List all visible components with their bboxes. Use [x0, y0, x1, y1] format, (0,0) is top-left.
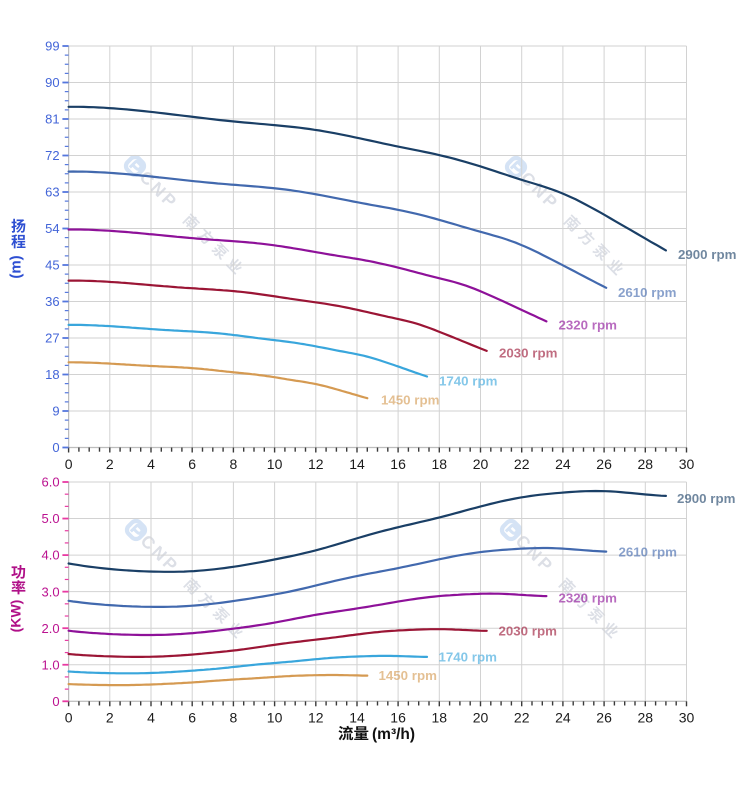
- svg-text:1.0: 1.0: [42, 657, 60, 672]
- svg-text:2320 rpm: 2320 rpm: [559, 591, 617, 606]
- svg-text:30: 30: [679, 456, 695, 472]
- svg-text:2610 rpm: 2610 rpm: [618, 285, 676, 300]
- svg-text:2: 2: [106, 710, 114, 726]
- svg-text:2: 2: [106, 456, 114, 472]
- svg-text:3.0: 3.0: [42, 584, 60, 599]
- svg-text:45: 45: [45, 258, 59, 273]
- svg-text:9: 9: [52, 404, 59, 419]
- svg-text:8: 8: [230, 710, 238, 726]
- svg-text:81: 81: [45, 112, 59, 127]
- svg-text:28: 28: [638, 456, 654, 472]
- svg-text:6: 6: [188, 456, 196, 472]
- svg-text:16: 16: [390, 456, 406, 472]
- svg-text:2.0: 2.0: [42, 621, 60, 636]
- svg-text:0: 0: [52, 440, 59, 455]
- svg-text:0: 0: [65, 710, 73, 726]
- svg-text:5.0: 5.0: [42, 511, 60, 526]
- svg-text:4.0: 4.0: [42, 548, 60, 563]
- svg-text:0: 0: [52, 694, 59, 709]
- svg-text:2900 rpm: 2900 rpm: [677, 491, 735, 506]
- svg-text:1740 rpm: 1740 rpm: [439, 374, 497, 389]
- svg-text:90: 90: [45, 75, 59, 90]
- svg-text:14: 14: [349, 710, 365, 726]
- svg-text:2320 rpm: 2320 rpm: [559, 318, 617, 333]
- svg-text:0: 0: [65, 456, 73, 472]
- svg-text:20: 20: [473, 456, 489, 472]
- svg-text:1450 rpm: 1450 rpm: [379, 668, 437, 683]
- svg-text:16: 16: [390, 710, 406, 726]
- svg-text:14: 14: [349, 456, 365, 472]
- svg-text:2030 rpm: 2030 rpm: [499, 624, 557, 639]
- svg-text:12: 12: [308, 456, 324, 472]
- svg-text:20: 20: [473, 710, 489, 726]
- svg-text:(KW): (KW): [8, 600, 24, 633]
- svg-text:36: 36: [45, 294, 59, 309]
- svg-text:6: 6: [188, 710, 196, 726]
- svg-text:26: 26: [596, 710, 612, 726]
- svg-text:26: 26: [596, 456, 612, 472]
- svg-text:72: 72: [45, 148, 59, 163]
- svg-text:(m³/h): (m³/h): [372, 726, 415, 743]
- svg-text:24: 24: [555, 456, 571, 472]
- svg-text:10: 10: [267, 710, 283, 726]
- svg-text:6.0: 6.0: [42, 475, 60, 490]
- svg-text:22: 22: [514, 710, 530, 726]
- svg-text:4: 4: [147, 710, 155, 726]
- svg-text:18: 18: [45, 367, 59, 382]
- svg-text:(m): (m): [8, 255, 25, 278]
- svg-text:28: 28: [638, 710, 654, 726]
- svg-text:18: 18: [432, 710, 448, 726]
- svg-text:8: 8: [230, 456, 238, 472]
- svg-text:12: 12: [308, 710, 324, 726]
- svg-text:30: 30: [679, 710, 695, 726]
- svg-text:4: 4: [147, 456, 155, 472]
- svg-text:22: 22: [514, 456, 530, 472]
- svg-text:99: 99: [45, 39, 59, 54]
- svg-text:63: 63: [45, 185, 59, 200]
- svg-text:10: 10: [267, 456, 283, 472]
- svg-text:54: 54: [45, 221, 59, 236]
- svg-text:2610 rpm: 2610 rpm: [619, 545, 677, 560]
- svg-text:24: 24: [555, 710, 571, 726]
- svg-text:18: 18: [432, 456, 448, 472]
- svg-text:2030 rpm: 2030 rpm: [499, 346, 557, 361]
- svg-text:1450 rpm: 1450 rpm: [381, 393, 439, 408]
- svg-text:27: 27: [45, 331, 59, 346]
- svg-text:1740 rpm: 1740 rpm: [439, 650, 497, 665]
- svg-text:2900 rpm: 2900 rpm: [678, 247, 736, 262]
